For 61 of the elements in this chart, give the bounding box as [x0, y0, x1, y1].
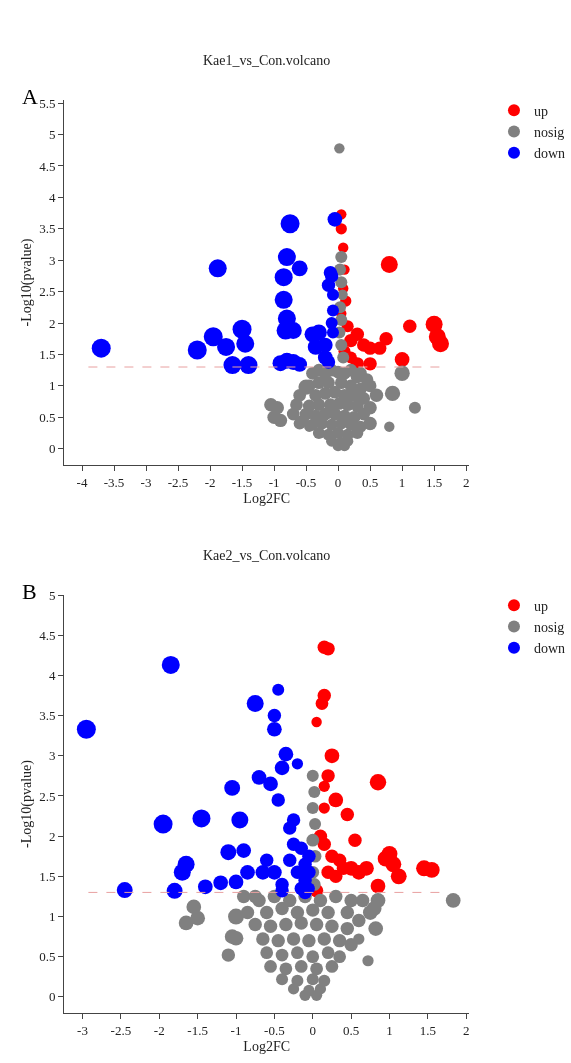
legend-label: nosig	[533, 124, 565, 140]
y-tick-label: 2.5	[39, 284, 56, 300]
legend-label: nosig	[533, 619, 565, 635]
y-tick-label: 1.5	[39, 868, 56, 884]
x-tick-label: -3	[140, 474, 152, 490]
x-tick-label: -2.5	[167, 474, 189, 490]
y-tick-label: 4	[48, 189, 56, 205]
x-tick-label: -1.5	[187, 1022, 208, 1038]
y-tick-label: 4.5	[39, 627, 56, 643]
x-tick-label: -3	[77, 1022, 88, 1038]
y-tick-label: 5	[48, 587, 56, 603]
y-tick-label: 2.5	[39, 788, 56, 804]
y-tick-label: 2	[48, 828, 56, 844]
x-tick-label: 2	[463, 1022, 470, 1038]
x-tick-label: 0.5	[343, 1022, 360, 1038]
x-axis-title: Log2FC	[243, 1038, 291, 1054]
x-tick-label: -2	[204, 474, 216, 490]
text: B	[22, 579, 37, 604]
x-axis-title: Log2FC	[243, 490, 291, 506]
x-tick-label: -2	[153, 1022, 165, 1038]
y-tick-label: 0	[48, 989, 56, 1005]
y-tick-label: 1.5	[39, 346, 56, 362]
y-tick-label: 0	[48, 441, 56, 457]
x-tick-label: 2	[462, 474, 470, 490]
y-tick-label: 3	[48, 252, 56, 268]
legend-label: down	[533, 641, 566, 657]
y-tick-label: 0.5	[39, 409, 56, 425]
y-tick-label: 0.5	[39, 949, 56, 965]
legend-label: up	[533, 598, 548, 614]
y-axis-title: -Log10(pvalue)	[18, 759, 35, 848]
y-axis-title: -Log10(pvalue)	[18, 238, 35, 327]
x-tick-label: 0.5	[361, 474, 379, 490]
y-tick-label: 4.5	[39, 158, 56, 174]
y-tick-label: 3.5	[39, 221, 56, 237]
x-tick-label: 1	[398, 474, 406, 490]
x-tick-label: -1.5	[231, 474, 253, 490]
text: A	[22, 84, 38, 109]
y-tick-label: 2	[48, 315, 56, 331]
y-tick-label: 1	[48, 378, 56, 394]
x-tick-label: 1.5	[419, 1022, 437, 1038]
y-tick-label: 5	[48, 127, 56, 143]
x-tick-label: -0.5	[295, 474, 317, 490]
y-tick-label: 3.5	[39, 708, 56, 724]
x-tick-label: -4	[76, 474, 88, 490]
y-tick-label: 4	[48, 667, 56, 683]
x-tick-label: 0	[334, 474, 342, 490]
legend-label: down	[533, 146, 566, 162]
x-tick-label: -1	[230, 1022, 242, 1038]
x-tick-label: 0	[309, 1022, 317, 1038]
chart-title: Kae1_vs_Con.volcano	[203, 53, 331, 68]
chart-title: Kae2_vs_Con.volcano	[203, 548, 331, 563]
x-tick-label: -1	[268, 474, 280, 490]
x-tick-label: 1	[386, 1022, 393, 1038]
legend-label: up	[533, 103, 548, 119]
x-tick-label: 1.5	[425, 474, 443, 490]
y-tick-label: 5.5	[39, 95, 56, 111]
x-tick-label: -3.5	[103, 474, 125, 490]
y-tick-label: 1	[48, 909, 56, 925]
y-tick-label: 3	[48, 748, 56, 764]
x-tick-label: -0.5	[264, 1022, 285, 1038]
x-tick-label: -2.5	[110, 1022, 132, 1038]
